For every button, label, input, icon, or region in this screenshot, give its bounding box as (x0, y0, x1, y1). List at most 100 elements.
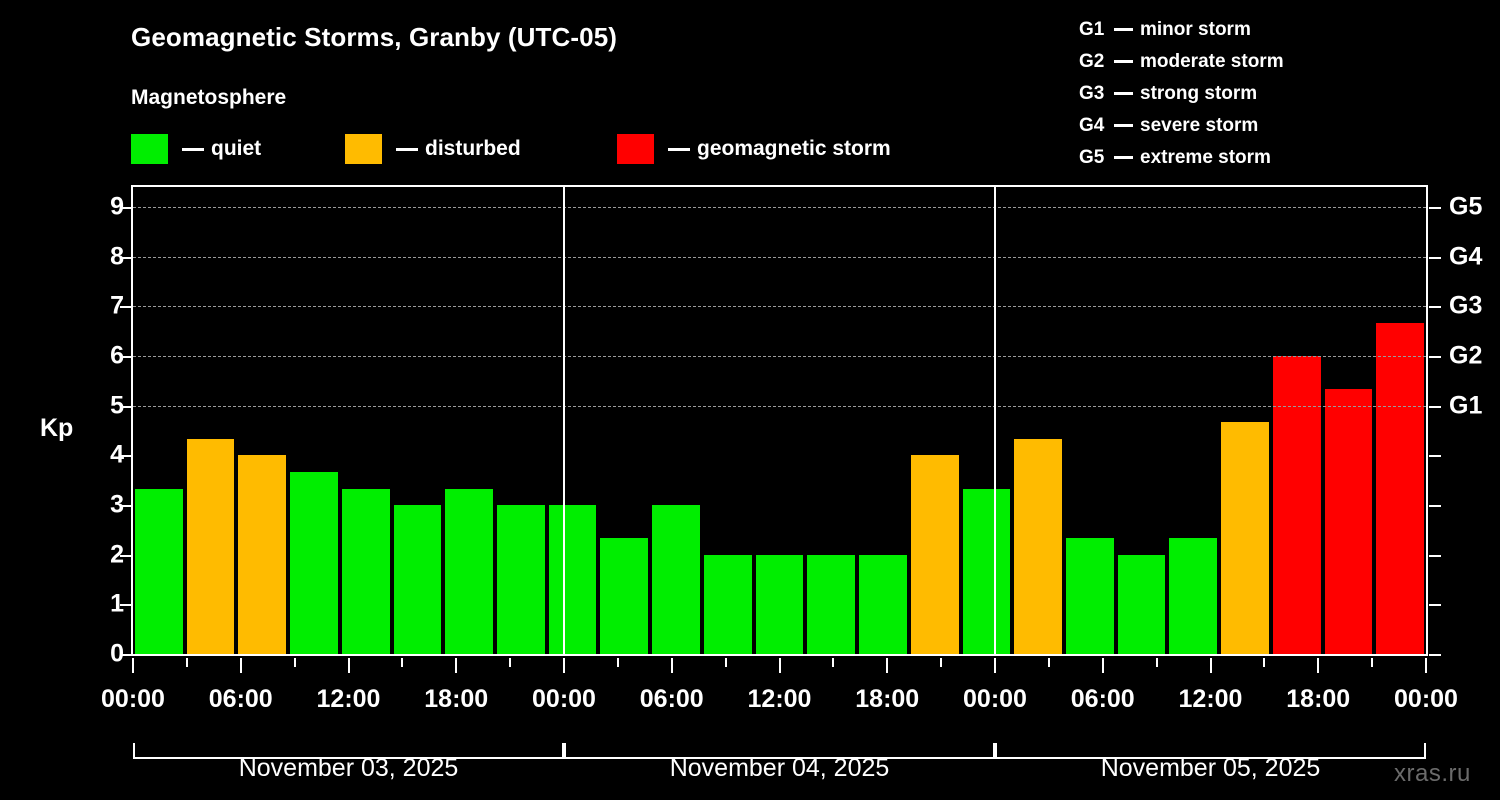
x-tick-label: 00:00 (532, 685, 596, 713)
y-tick-mark (120, 654, 131, 656)
x-tick-mark (1209, 658, 1212, 673)
legend-dash-icon (396, 147, 418, 151)
x-tick-mark-minor (293, 658, 296, 667)
bar (1014, 438, 1062, 654)
g-axis-tick-mark (1429, 206, 1441, 209)
bar (445, 488, 494, 654)
y-tick-mark (120, 256, 131, 259)
legend-label-disturbed: disturbed (425, 137, 521, 160)
bar (1272, 355, 1321, 654)
chart-subtitle: Magnetosphere (131, 86, 287, 109)
x-tick-mark-minor (616, 658, 619, 667)
bar (1117, 554, 1166, 654)
x-tick-label: 06:00 (1070, 685, 1135, 713)
x-tick-label: 06:00 (208, 685, 273, 713)
g-scale-desc: extreme storm (1140, 147, 1271, 168)
g-axis-label-g5: G5 (1449, 192, 1483, 221)
dash-icon (1114, 28, 1133, 32)
y-tick-label: 9 (110, 192, 124, 221)
legend-item-quiet: quiet (131, 134, 261, 164)
day-separator (563, 187, 565, 654)
y-tick-mark (120, 604, 131, 607)
g-axis-tick-mark (1429, 256, 1441, 259)
x-tick-mark-minor (1155, 658, 1158, 667)
y-tick-label: 8 (110, 242, 124, 271)
bar (497, 504, 545, 654)
bar (807, 554, 856, 654)
bar (703, 554, 752, 654)
bar (652, 504, 700, 654)
bar (1324, 389, 1373, 654)
day-separator (994, 187, 996, 654)
x-tick-label: 12:00 (747, 685, 812, 713)
x-tick-mark (994, 658, 996, 673)
g-axis-label-g3: G3 (1449, 291, 1483, 320)
g-scale-row-g2: G2 moderate storm (1079, 46, 1284, 78)
legend-label-quiet: quiet (211, 137, 262, 160)
bar (341, 488, 390, 654)
g-axis-tick-mark (1429, 355, 1441, 358)
g-scale-desc: strong storm (1140, 83, 1258, 104)
y-tick-mark (120, 405, 131, 408)
bar (393, 504, 442, 654)
dash-icon (1114, 60, 1133, 64)
dash-icon (1114, 92, 1133, 96)
legend-swatch-disturbed (345, 134, 382, 164)
bar (1376, 322, 1424, 654)
legend-item-geomagnetic-storm: geomagnetic storm (617, 134, 891, 164)
day-bracket (133, 743, 564, 759)
bar (238, 455, 287, 654)
g-scale-code: G2 (1079, 51, 1105, 72)
y-tick-mark (120, 554, 131, 557)
x-tick-mark (239, 658, 242, 673)
g-axis-tick-mark (1429, 554, 1441, 557)
x-tick-mark (1101, 658, 1104, 673)
bar (600, 538, 649, 654)
x-tick-mark (778, 658, 781, 673)
x-tick-label: 06:00 (639, 685, 704, 713)
x-tick-mark (455, 658, 458, 673)
y-tick-label: 1 (110, 589, 124, 618)
x-tick-label: 12:00 (316, 685, 381, 713)
x-tick-mark-minor (401, 658, 404, 667)
legend-dash-icon (182, 147, 204, 151)
bar (1169, 538, 1218, 654)
bar (859, 554, 907, 654)
gridline-kp-7 (133, 306, 1426, 308)
x-tick-mark-minor (185, 658, 188, 667)
g-axis-label-g4: G4 (1449, 242, 1483, 271)
gridline-kp-9 (133, 206, 1426, 208)
x-tick-mark-minor (724, 658, 727, 667)
g-scale-row-g3: G3 strong storm (1079, 78, 1284, 110)
g-axis-tick-mark (1429, 306, 1441, 309)
g-scale-desc: severe storm (1140, 115, 1259, 136)
watermark: xras.ru (1394, 760, 1471, 787)
gridline-kp-5 (133, 405, 1426, 407)
legend-label-geomagnetic-storm: geomagnetic storm (697, 137, 891, 160)
day-bracket (564, 743, 995, 759)
g-scale-row-g5: G5 extreme storm (1079, 142, 1284, 174)
day-label: November 04, 2025 (669, 754, 890, 782)
bar (755, 554, 804, 654)
y-tick-mark (120, 504, 131, 507)
legend-swatch-geomagnetic-storm (617, 134, 654, 164)
gridline-kp-8 (133, 256, 1426, 258)
y-tick-label: 3 (110, 490, 124, 519)
day-bracket (995, 743, 1426, 759)
g-scale-code: G5 (1079, 147, 1105, 168)
x-tick-mark (132, 658, 134, 673)
g-scale-legend: G1 minor storm G2 moderate storm G3 strong st… (1079, 14, 1284, 174)
g-axis-tick-mark (1429, 654, 1441, 656)
legend-item-disturbed: disturbed (345, 134, 521, 164)
dash-icon (1114, 156, 1133, 160)
g-axis-label-g1: G1 (1449, 391, 1483, 420)
plot-area (131, 185, 1428, 656)
x-tick-label: 18:00 (1286, 685, 1351, 713)
y-axis-label: Kp (40, 414, 74, 442)
bar-series (133, 187, 1426, 654)
x-tick-label: 00:00 (1394, 685, 1458, 713)
x-tick-label: 00:00 (101, 685, 165, 713)
x-tick-mark-minor (1047, 658, 1050, 667)
g-axis-label-g2: G2 (1449, 341, 1483, 370)
x-tick-label: 12:00 (1178, 685, 1243, 713)
